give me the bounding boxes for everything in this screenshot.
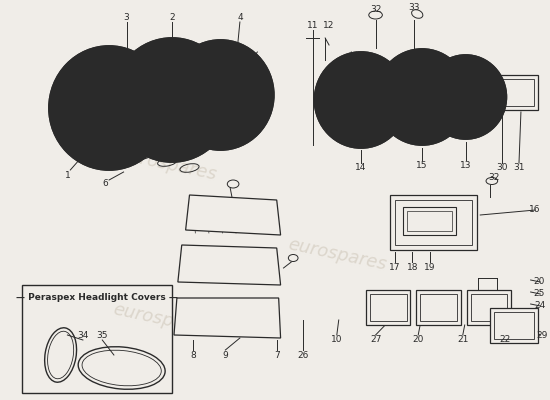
Text: eurospares: eurospares — [111, 301, 213, 339]
Bar — [420, 294, 457, 321]
Text: 1: 1 — [64, 170, 70, 180]
Circle shape — [356, 95, 366, 105]
Text: eurospares: eurospares — [116, 146, 218, 184]
Polygon shape — [178, 245, 280, 285]
Circle shape — [417, 92, 427, 102]
Text: eurospares: eurospares — [286, 236, 388, 274]
Text: 31: 31 — [513, 164, 525, 172]
Text: 20: 20 — [534, 278, 545, 286]
Text: 29: 29 — [537, 330, 548, 340]
Circle shape — [425, 55, 507, 139]
Text: 4: 4 — [237, 14, 243, 22]
Text: 20: 20 — [412, 336, 424, 344]
Bar — [366, 290, 410, 325]
Text: 19: 19 — [424, 262, 436, 272]
Text: 35: 35 — [97, 332, 108, 340]
Text: 16: 16 — [529, 206, 540, 214]
Bar — [390, 195, 477, 250]
Text: 33: 33 — [409, 4, 420, 12]
Text: 3: 3 — [124, 14, 129, 22]
Circle shape — [315, 52, 408, 148]
Bar — [466, 290, 512, 325]
Bar — [492, 75, 538, 110]
Text: 5: 5 — [107, 162, 113, 170]
Text: 24: 24 — [534, 302, 545, 310]
Text: 26: 26 — [297, 350, 309, 360]
Text: 15: 15 — [416, 160, 428, 170]
Bar — [403, 207, 456, 235]
Text: 27: 27 — [370, 336, 381, 344]
Text: 8: 8 — [190, 350, 196, 360]
Circle shape — [112, 38, 232, 162]
Text: 32: 32 — [488, 172, 499, 182]
Text: 17: 17 — [389, 262, 401, 272]
Text: 9: 9 — [223, 350, 228, 360]
Text: 14: 14 — [355, 164, 367, 172]
Text: 12: 12 — [323, 22, 335, 30]
Polygon shape — [174, 298, 280, 338]
Bar — [494, 312, 535, 339]
Text: 22: 22 — [500, 336, 511, 344]
Text: 30: 30 — [496, 164, 507, 172]
Bar — [471, 294, 507, 321]
Circle shape — [169, 97, 175, 103]
Circle shape — [167, 40, 274, 150]
Text: 34: 34 — [77, 332, 89, 340]
Bar — [496, 79, 535, 106]
Text: 25: 25 — [534, 290, 545, 298]
Bar — [22, 285, 172, 393]
Text: 11: 11 — [307, 22, 318, 30]
Bar — [490, 308, 538, 343]
Text: 21: 21 — [457, 336, 469, 344]
Polygon shape — [185, 195, 280, 235]
Bar — [406, 211, 452, 231]
Circle shape — [106, 105, 112, 111]
Text: 32: 32 — [370, 6, 381, 14]
Bar — [416, 290, 461, 325]
Text: — Peraspex Headlight Covers —: — Peraspex Headlight Covers — — [16, 292, 178, 302]
Text: 6: 6 — [102, 180, 108, 188]
Bar — [370, 294, 406, 321]
Bar — [395, 200, 472, 245]
Text: 7: 7 — [274, 350, 279, 360]
Text: 10: 10 — [331, 336, 343, 344]
Circle shape — [49, 46, 169, 170]
Text: 13: 13 — [460, 160, 471, 170]
Text: 18: 18 — [406, 262, 418, 272]
Text: 2: 2 — [169, 14, 175, 22]
Circle shape — [376, 49, 469, 145]
